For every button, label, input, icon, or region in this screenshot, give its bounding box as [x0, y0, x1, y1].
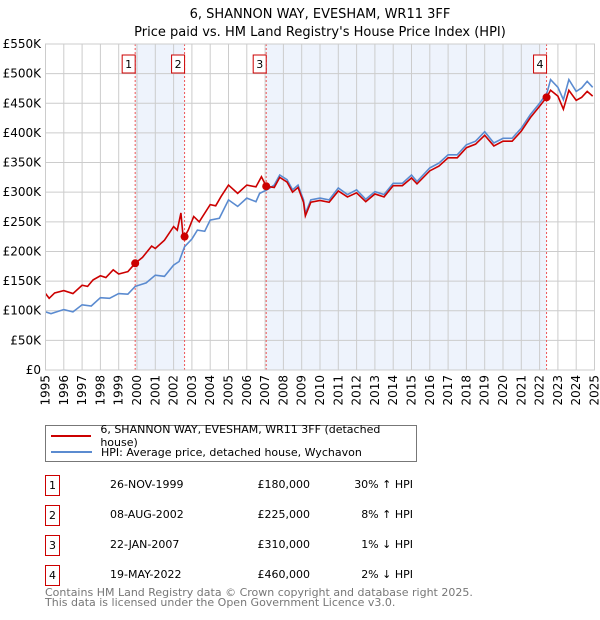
x-tick-label: 2009	[295, 375, 309, 406]
x-tick-label: 2016	[423, 375, 437, 406]
hpi-line	[45, 77, 594, 315]
y-tick-label: £200K	[3, 244, 43, 258]
legend: 6, SHANNON WAY, EVESHAM, WR11 3FF (detac…	[45, 423, 417, 462]
shaded-period	[266, 44, 547, 370]
x-tick-label: 2024	[569, 375, 583, 406]
y-tick-label: £550K	[3, 37, 43, 51]
x-tick-label: 2022	[533, 375, 547, 406]
x-tick-label: 2017	[441, 375, 455, 406]
sale-number: 4	[45, 565, 60, 586]
price-chart: 6, SHANNON WAY, EVESHAM, WR11 3FF Price …	[3, 7, 600, 406]
x-tick-label: 2014	[386, 375, 400, 406]
sale-row: 3 22-JAN-2007 £310,000 1% ↓ HPI	[45, 535, 465, 556]
sale-marker-label: 1	[125, 58, 132, 71]
chart-title: 6, SHANNON WAY, EVESHAM, WR11 3FF	[190, 7, 451, 22]
x-tick-label: 2018	[459, 375, 473, 406]
x-tick-label: 1996	[57, 375, 71, 406]
legend-swatch-property	[51, 435, 92, 437]
y-tick-label: £100K	[3, 304, 43, 318]
x-tick-label: 2020	[496, 375, 510, 406]
x-tick-label: 2025	[588, 375, 600, 406]
sale-row: 1 26-NOV-1999 £180,000 30% ↑ HPI	[45, 475, 465, 496]
x-tick-label: 2021	[514, 375, 528, 406]
y-tick-label: £400K	[3, 126, 43, 140]
sale-hpi-diff: 8% ↑ HPI	[361, 508, 413, 521]
legend-label-hpi: HPI: Average price, detached house, Wych…	[101, 445, 362, 459]
legend-label-property: 6, SHANNON WAY, EVESHAM, WR11 3FF (detac…	[100, 423, 381, 449]
sale-date: 08-AUG-2002	[110, 508, 184, 521]
y-tick-label: £500K	[3, 67, 43, 81]
y-tick-label: £0	[26, 363, 41, 377]
x-tick-label: 2006	[240, 375, 254, 406]
x-tick-label: 2001	[148, 375, 162, 406]
sale-price: £460,000	[257, 568, 311, 581]
sale-marker-label: 4	[537, 58, 544, 71]
sale-marker-label: 3	[256, 58, 263, 71]
sale-number: 3	[45, 535, 60, 556]
x-tick-label: 1998	[93, 375, 107, 406]
y-tick-label: £450K	[3, 96, 43, 110]
y-tick-label: £300K	[3, 185, 43, 199]
x-tick-label: 2008	[276, 375, 290, 406]
sale-point	[262, 182, 271, 191]
x-tick-label: 2005	[222, 375, 236, 406]
sale-price: £310,000	[257, 538, 311, 551]
sale-price: £180,000	[257, 478, 311, 491]
attribution-line-2: This data is licensed under the Open Gov…	[45, 596, 396, 609]
x-tick-label: 2013	[368, 375, 382, 406]
sale-point	[131, 259, 140, 268]
legend-item-property: 6, SHANNON WAY, EVESHAM, WR11 3FF (detac…	[51, 423, 416, 449]
sale-price: £225,000	[257, 508, 311, 521]
sale-hpi-diff: 30% ↑ HPI	[354, 478, 413, 491]
attribution: Contains HM Land Registry data © Crown c…	[45, 586, 473, 609]
x-tick-label: 1997	[75, 375, 89, 406]
sale-marker-label: 2	[175, 58, 182, 71]
x-tick-label: 2002	[167, 375, 181, 406]
y-tick-label: £350K	[3, 156, 43, 170]
sale-marker-box	[171, 54, 186, 74]
plot-frame	[45, 43, 595, 371]
sale-hpi-diff: 1% ↓ HPI	[361, 538, 413, 551]
x-tick-label: 2023	[551, 375, 565, 406]
x-tick-label: 2004	[203, 375, 217, 406]
shaded-period	[135, 44, 185, 370]
sale-marker-box	[252, 54, 267, 74]
y-tick-label: £50K	[10, 333, 42, 347]
x-tick-label: 2011	[331, 375, 345, 406]
x-tick-label: 2000	[130, 375, 144, 406]
sale-number: 2	[45, 505, 60, 526]
attribution-line-1: Contains HM Land Registry data © Crown c…	[45, 586, 473, 599]
sale-row: 4 19-MAY-2022 £460,000 2% ↓ HPI	[45, 565, 465, 586]
sale-row: 2 08-AUG-2002 £225,000 8% ↑ HPI	[45, 505, 465, 526]
sale-date: 26-NOV-1999	[110, 478, 184, 491]
legend-swatch-hpi	[51, 451, 92, 453]
x-tick-label: 2012	[350, 375, 364, 406]
legend-item-hpi: HPI: Average price, detached house, Wych…	[51, 444, 362, 460]
sale-point	[542, 93, 551, 102]
x-tick-label: 2010	[313, 375, 327, 406]
sale-number: 1	[45, 475, 60, 496]
x-tick-label: 2019	[478, 375, 492, 406]
sale-marker-box	[533, 54, 548, 74]
x-tick-label: 1999	[112, 375, 126, 406]
x-tick-label: 2003	[185, 375, 199, 406]
sale-point	[180, 232, 189, 241]
sale-date: 19-MAY-2022	[110, 568, 182, 581]
y-tick-label: £150K	[3, 274, 43, 288]
sale-date: 22-JAN-2007	[110, 538, 180, 551]
chart-subtitle: Price paid vs. HM Land Registry's House …	[134, 25, 506, 40]
x-tick-label: 1995	[39, 375, 53, 406]
sale-marker-box	[121, 54, 136, 74]
x-tick-label: 2007	[258, 375, 272, 406]
sale-hpi-diff: 2% ↓ HPI	[361, 568, 413, 581]
x-tick-label: 2015	[405, 375, 419, 406]
y-tick-label: £250K	[3, 215, 43, 229]
